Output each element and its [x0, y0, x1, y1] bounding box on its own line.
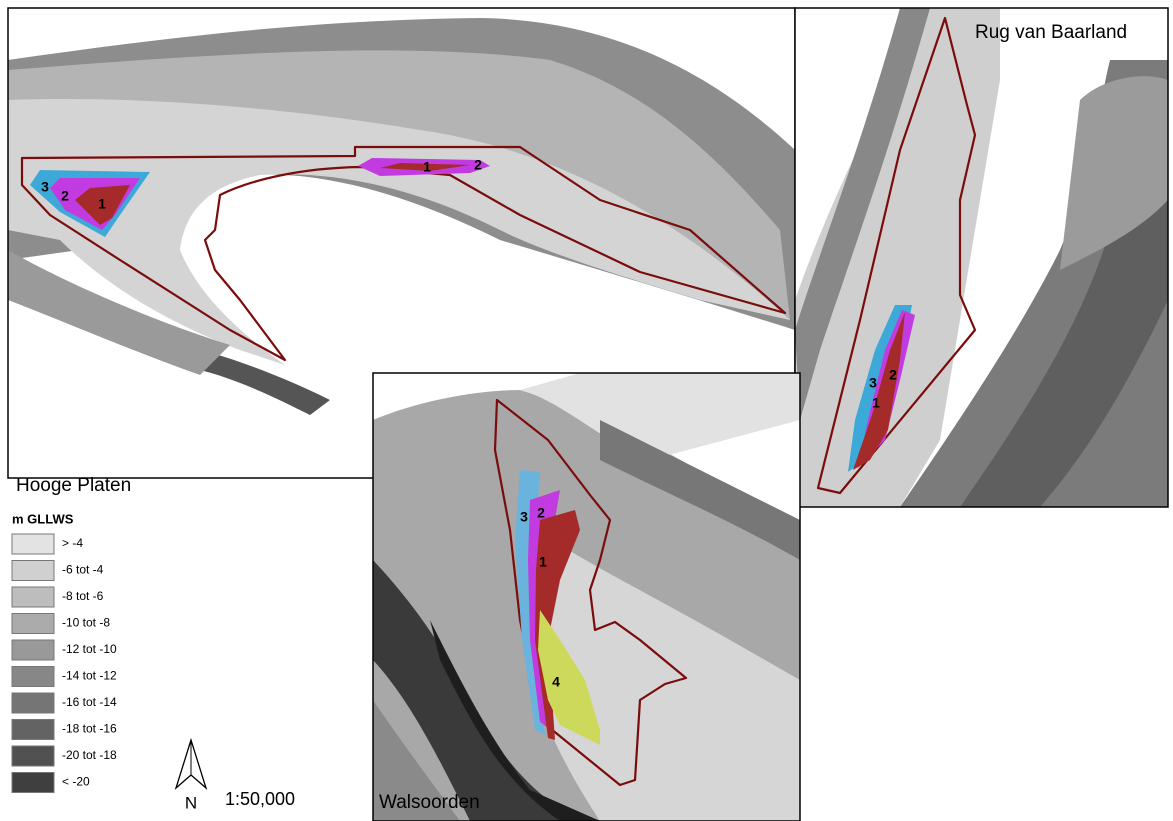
panel-rug-van-baarland: Rug van Baarland 3 2 1 — [795, 8, 1168, 507]
zone-label: 1 — [98, 196, 106, 212]
north-label: N — [185, 793, 197, 812]
legend-swatch — [12, 693, 54, 713]
panel-label: Hooge Platen — [16, 475, 131, 496]
legend-swatch — [12, 640, 54, 660]
north-arrow: N — [176, 740, 206, 812]
scale-label: 1:50,000 — [225, 789, 295, 809]
legend-swatch — [12, 587, 54, 607]
legend-label: > -4 — [62, 536, 83, 550]
legend-swatch — [12, 720, 54, 740]
legend-swatch — [12, 667, 54, 687]
zone-label: 2 — [61, 188, 69, 204]
zone-label: 3 — [520, 509, 528, 525]
zone-label: 3 — [41, 179, 49, 195]
legend-swatch — [12, 746, 54, 766]
legend-label: -14 tot -12 — [62, 669, 117, 683]
legend-label: -20 tot -18 — [62, 748, 117, 762]
legend-swatch — [12, 534, 54, 554]
zone-label: 2 — [537, 505, 545, 521]
legend-label: -8 tot -6 — [62, 589, 104, 603]
zone-label: 1 — [872, 395, 880, 411]
legend-label: -12 tot -10 — [62, 642, 117, 656]
zone-label: 3 — [869, 375, 877, 391]
legend-title: m GLLWS — [12, 511, 74, 526]
zone-label: 4 — [552, 674, 560, 690]
panel-label: Walsoorden — [379, 792, 480, 813]
legend-label: -18 tot -16 — [62, 722, 117, 736]
legend-swatch — [12, 773, 54, 793]
panel-label: Rug van Baarland — [975, 22, 1127, 43]
map-figure: Hooge Platen 3 2 1 1 2 Rug van Baarland … — [0, 0, 1173, 821]
legend: m GLLWS > -4 -6 tot -4 -8 tot -6 -10 tot -8… — [12, 511, 117, 792]
zone-label: 2 — [474, 157, 482, 173]
legend-label: < -20 — [62, 775, 90, 789]
legend-label: -10 tot -8 — [62, 616, 110, 630]
panel-walsoorden: Walsoorden 3 2 1 4 — [373, 373, 800, 821]
zone-label: 2 — [889, 367, 897, 383]
legend-label: -16 tot -14 — [62, 695, 117, 709]
legend-swatch — [12, 614, 54, 634]
legend-swatch — [12, 561, 54, 581]
zone-label: 1 — [423, 159, 431, 175]
legend-label: -6 tot -4 — [62, 563, 104, 577]
zone-label: 1 — [539, 554, 547, 570]
